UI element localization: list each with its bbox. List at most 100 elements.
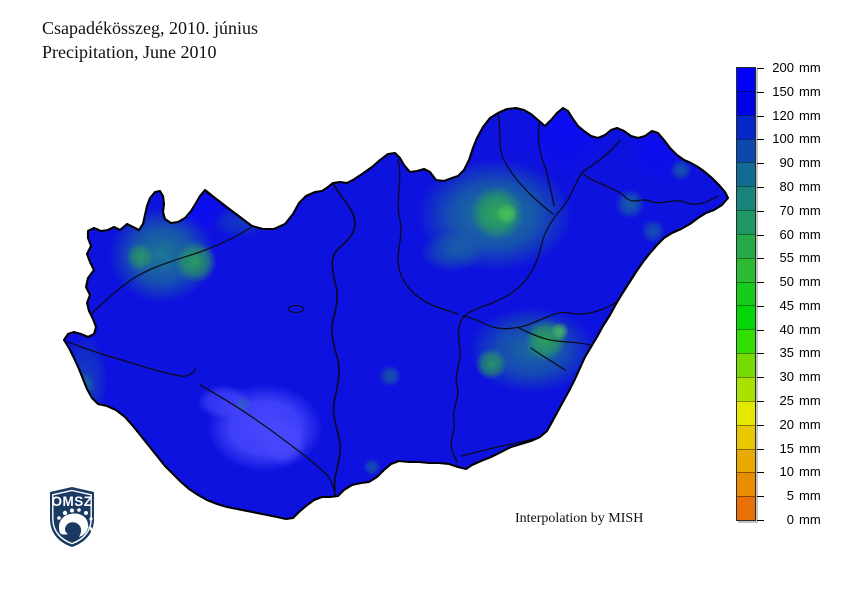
legend-tick bbox=[757, 353, 764, 355]
legend-tick-label: 0 mm bbox=[767, 512, 821, 527]
river-koros-2 bbox=[518, 327, 591, 346]
river-tisza bbox=[450, 172, 719, 463]
legend-unit: mm bbox=[799, 440, 821, 456]
legend-tick-label: 5 mm bbox=[767, 488, 821, 503]
legend-segment bbox=[737, 376, 755, 401]
legend-colorbar bbox=[736, 67, 756, 521]
legend-segment bbox=[737, 448, 755, 473]
map-base-fill bbox=[64, 108, 728, 519]
legend-unit: mm bbox=[799, 345, 821, 361]
legend-value: 50 bbox=[779, 274, 794, 290]
legend-segment bbox=[737, 281, 755, 306]
legend-tick-label: 150 mm bbox=[767, 83, 821, 99]
legend-tick bbox=[757, 329, 764, 331]
legend-unit: mm bbox=[799, 83, 821, 99]
river-maros bbox=[461, 435, 549, 457]
legend-segment bbox=[737, 472, 755, 497]
river-bodrog bbox=[581, 139, 621, 173]
river-koros-3 bbox=[530, 347, 566, 371]
legend-value: 70 bbox=[779, 202, 794, 218]
legend-tick-label: 30 mm bbox=[767, 369, 821, 384]
page-title: Csapadékösszeg, 2010. június Precipitati… bbox=[42, 16, 258, 64]
legend-value: 25 bbox=[779, 393, 794, 409]
legend-unit: mm bbox=[799, 155, 821, 171]
omsz-logo-text: OMSZ bbox=[52, 494, 93, 509]
lake-velence-outline bbox=[287, 305, 305, 313]
omsz-shield-icon: OMSZ bbox=[50, 487, 94, 547]
river-hernad bbox=[537, 119, 555, 207]
legend-unit: mm bbox=[799, 416, 821, 432]
title-english: Precipitation, June 2010 bbox=[42, 42, 217, 62]
legend-tick bbox=[757, 520, 764, 521]
legend-tick-label: 70 mm bbox=[767, 203, 821, 218]
legend-unit: mm bbox=[799, 369, 821, 385]
legend-value: 40 bbox=[779, 321, 794, 337]
legend-unit: mm bbox=[799, 321, 821, 337]
legend-tick bbox=[757, 424, 764, 426]
legend-segment bbox=[737, 233, 755, 258]
title-hungarian: Csapadékösszeg, 2010. június bbox=[42, 18, 258, 38]
legend-tick-label: 40 mm bbox=[767, 322, 821, 337]
omsz-logo: OMSZ bbox=[46, 485, 98, 549]
legend-tick bbox=[757, 163, 764, 165]
legend-tick bbox=[757, 377, 764, 379]
legend-tick-label: 35 mm bbox=[767, 345, 821, 360]
legend-tick-label: 20 mm bbox=[767, 417, 821, 432]
river-zala bbox=[67, 341, 197, 377]
legend-tick bbox=[757, 258, 764, 260]
legend-unit: mm bbox=[799, 393, 821, 409]
legend-segment bbox=[737, 496, 755, 521]
legend-value: 90 bbox=[779, 155, 794, 171]
legend-unit: mm bbox=[799, 274, 821, 290]
legend-value: 20 bbox=[779, 416, 794, 432]
legend-unit: mm bbox=[799, 202, 821, 218]
legend-tick-label: 100 mm bbox=[767, 131, 820, 147]
legend-tick bbox=[757, 496, 764, 498]
legend-tick bbox=[757, 234, 764, 236]
river-sajo bbox=[497, 113, 554, 215]
legend-tick-label: 200 mm bbox=[767, 60, 821, 75]
legend-tick bbox=[757, 401, 764, 403]
legend-value: 5 bbox=[786, 488, 794, 504]
legend-value: 45 bbox=[779, 297, 794, 313]
legend-unit: mm bbox=[799, 250, 821, 266]
legend-tick-label: 25 mm bbox=[767, 393, 821, 408]
legend-unit: mm bbox=[799, 60, 821, 75]
legend-unit: mm bbox=[799, 107, 821, 123]
legend-tick-label: 45 mm bbox=[767, 298, 821, 313]
legend-tick-label: 15 mm bbox=[767, 441, 821, 456]
legend-segment bbox=[737, 186, 755, 211]
legend-tick-label: 10 mm bbox=[767, 464, 821, 479]
legend-tick bbox=[757, 91, 764, 93]
legend-segment bbox=[737, 68, 755, 91]
legend-segment bbox=[737, 329, 755, 354]
legend-tick bbox=[757, 282, 764, 284]
legend-value: 35 bbox=[779, 345, 794, 361]
legend-tick bbox=[757, 68, 764, 69]
legend-tick bbox=[757, 305, 764, 307]
legend-value: 30 bbox=[779, 369, 794, 385]
wave-icon bbox=[57, 508, 93, 537]
legend-tick-label: 80 mm bbox=[767, 179, 821, 194]
river-koros-1 bbox=[462, 301, 618, 330]
legend-value: 15 bbox=[779, 440, 794, 456]
legend-value: 0 bbox=[786, 512, 794, 527]
legend-segment bbox=[737, 257, 755, 282]
legend-unit: mm bbox=[799, 226, 821, 242]
legend-tick bbox=[757, 139, 764, 141]
legend-tick bbox=[757, 472, 764, 474]
legend-segment bbox=[737, 424, 755, 449]
legend-segment bbox=[737, 162, 755, 187]
legend-segment bbox=[737, 210, 755, 234]
legend-tick bbox=[757, 448, 764, 450]
legend-unit: mm bbox=[799, 178, 821, 194]
legend-unit: mm bbox=[799, 488, 821, 504]
legend-value: 80 bbox=[779, 178, 794, 194]
legend-segment bbox=[737, 114, 755, 139]
river-raba bbox=[74, 227, 251, 331]
legend-value: 55 bbox=[779, 250, 794, 266]
legend-value: 100 bbox=[772, 131, 794, 147]
legend-value: 120 bbox=[772, 107, 794, 123]
